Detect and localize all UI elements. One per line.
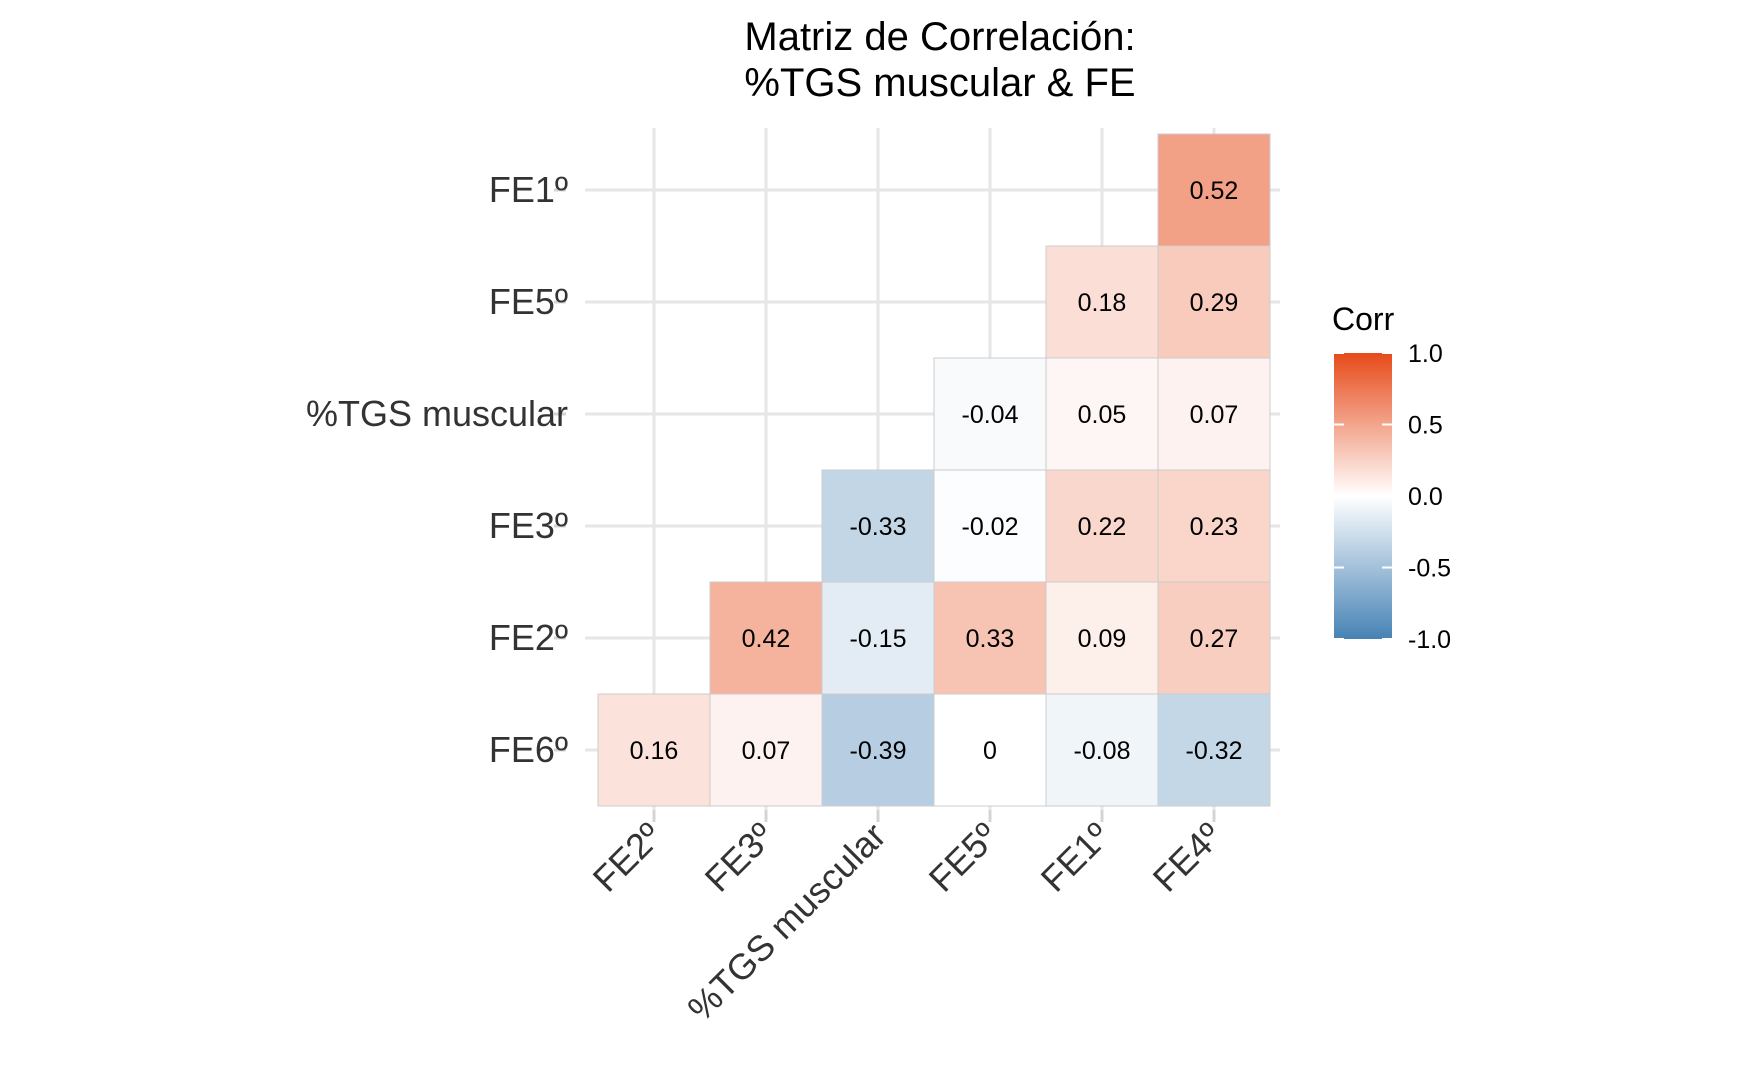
heatmap-cell <box>597 693 711 807</box>
y-tick-label: FE6º <box>489 729 568 770</box>
legend-tick-label: -0.5 <box>1408 555 1451 583</box>
legend-tick-label: 0.0 <box>1408 483 1443 511</box>
cell-value-label: -0.39 <box>850 737 907 765</box>
y-tick-label: %TGS muscular <box>306 393 568 434</box>
cell-value-label: 0.27 <box>1190 625 1239 653</box>
cell-value-label: 0.22 <box>1078 513 1127 541</box>
heatmap-cell <box>821 693 935 807</box>
heatmap-cell <box>933 469 1047 583</box>
cell-value-label: -0.33 <box>850 513 907 541</box>
legend-tick-label: -1.0 <box>1408 626 1451 654</box>
y-axis-ticks: FE6º FE2º FE3º %TGS muscular FE5º FE1º <box>306 169 568 770</box>
heatmap-cell <box>1045 581 1159 695</box>
y-tick-label: FE3º <box>489 505 568 546</box>
heatmap-cell <box>821 581 935 695</box>
x-tick-label: FE3º <box>697 815 782 900</box>
heatmap-cell <box>709 581 823 695</box>
heatmap-cell <box>821 469 935 583</box>
heatmap-cell <box>1045 245 1159 359</box>
cell-value-label: 0.05 <box>1078 401 1127 429</box>
cell-value-label: 0.18 <box>1078 289 1127 317</box>
heatmap-cell <box>1045 469 1159 583</box>
cell-value-label: 0.29 <box>1190 289 1239 317</box>
x-tick-label: FE2º <box>585 815 670 900</box>
x-tick-label: FE5º <box>921 815 1006 900</box>
chart-title-line: Matriz de Correlación: <box>744 15 1135 59</box>
cell-value-label: -0.15 <box>850 625 907 653</box>
heatmap-cell <box>933 357 1047 471</box>
cell-value-label: 0.09 <box>1078 625 1127 653</box>
heatmap-cell <box>1157 133 1271 247</box>
chart-title: Matriz de Correlación:%TGS muscular & FE <box>744 15 1135 105</box>
y-tick-label: FE2º <box>489 617 568 658</box>
heatmap-cell <box>1157 693 1271 807</box>
heatmap-cell <box>1157 469 1271 583</box>
cell-value-label: 0.42 <box>742 625 791 653</box>
x-tick-label: FE4º <box>1145 815 1230 900</box>
cell-value-label: -0.08 <box>1074 737 1131 765</box>
heatmap-cell <box>1045 693 1159 807</box>
heatmap-cell <box>1045 357 1159 471</box>
cell-value-label: 0.07 <box>1190 401 1239 429</box>
legend-tick-label: 0.5 <box>1408 412 1443 440</box>
legend-tick-label: 1.0 <box>1408 340 1443 368</box>
heatmap-cells <box>597 133 1271 807</box>
heatmap-cell <box>709 693 823 807</box>
y-tick-label: FE1º <box>489 169 568 210</box>
cell-value-label: 0.33 <box>966 625 1015 653</box>
cell-value-label: -0.02 <box>962 513 1019 541</box>
cell-value-label: 0 <box>983 737 997 765</box>
chart-title-line: %TGS muscular & FE <box>744 61 1135 105</box>
cell-value-label: 0.16 <box>630 737 679 765</box>
cell-value-label: -0.32 <box>1186 737 1243 765</box>
heatmap-cell <box>933 693 1047 807</box>
cell-value-label: -0.04 <box>962 401 1019 429</box>
legend: Corr 1.0 0.5 0.0 -0.5 -1.0 <box>1332 301 1451 654</box>
heatmap-cell <box>1157 245 1271 359</box>
x-tick-label: FE1º <box>1033 815 1118 900</box>
legend-title: Corr <box>1332 301 1395 337</box>
cell-value-label: 0.07 <box>742 737 791 765</box>
y-tick-label: FE5º <box>489 281 568 322</box>
x-tick-label: %TGS muscular <box>679 815 893 1029</box>
x-axis-ticks: FE2º FE3º%TGS muscular FE5º FE1º FE4º <box>585 810 1230 1029</box>
cell-labels: 0.52 0.18 0.29 -0.04 0.05 0.07 -0.33 -0.02 0.22 0… <box>630 177 1243 765</box>
cell-value-label: 0.23 <box>1190 513 1239 541</box>
cell-value-label: 0.52 <box>1190 177 1239 205</box>
